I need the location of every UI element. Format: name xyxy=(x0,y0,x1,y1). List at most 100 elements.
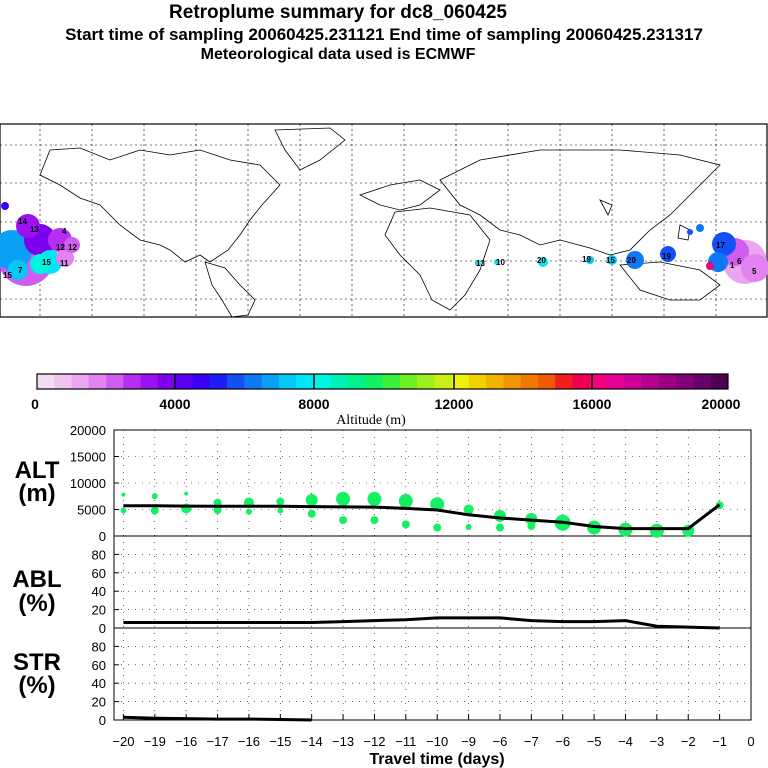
alt-dot xyxy=(527,521,536,530)
colorbar-cell xyxy=(451,374,470,389)
map-labels: 14 12 15 7 15 11 4 13 12 13 10 20 19 15 … xyxy=(3,217,757,280)
colorbar-tick-label: 16000 xyxy=(573,396,612,412)
colorbar-cell xyxy=(278,374,297,389)
plume-dot xyxy=(64,237,80,253)
plume-dot xyxy=(538,257,548,267)
map-label: 20 xyxy=(627,256,636,265)
map-label: 15 xyxy=(3,271,12,280)
y-tick-label: 15000 xyxy=(70,450,106,465)
colorbar-label: Altitude (m) xyxy=(336,413,406,428)
alt-dot xyxy=(307,509,316,518)
y-tick-label: 60 xyxy=(92,658,106,673)
alt-dot xyxy=(398,494,413,509)
colorbar-cells xyxy=(37,374,729,389)
x-tick-label: −17 xyxy=(207,734,229,749)
alt-dot xyxy=(370,516,379,525)
alt-dot xyxy=(401,520,410,529)
map-label: 13 xyxy=(30,225,39,234)
plume-dots xyxy=(0,202,768,286)
colorbar-cell xyxy=(399,374,418,389)
plume-dot xyxy=(30,254,50,274)
colorbar-cell xyxy=(589,374,608,389)
alt-dot xyxy=(433,523,442,532)
map-label: 13 xyxy=(476,259,485,268)
y-tick-label: 80 xyxy=(92,639,106,654)
colorbar-cell xyxy=(261,374,280,389)
colorbar-cell xyxy=(520,374,539,389)
colorbar-tick-labels: 0 4000 8000 12000 16000 20000 xyxy=(31,396,741,412)
colorbar-cell xyxy=(175,374,193,389)
plume-dot xyxy=(0,230,32,270)
met-data-line: Meteorological data used is ECMWF xyxy=(200,46,476,63)
x-tick-label: −16 xyxy=(238,734,260,749)
plume-dot xyxy=(712,232,736,256)
y-tick-label: 0 xyxy=(99,713,106,728)
map-label: 19 xyxy=(582,255,591,264)
colorbar-ticks xyxy=(174,374,593,389)
colorbar-tick-label: 20000 xyxy=(702,396,741,412)
colorbar-cell xyxy=(658,374,677,389)
colorbar-cell xyxy=(555,374,574,389)
y-tick-label: 5000 xyxy=(77,503,106,518)
x-tick-label: −6 xyxy=(493,734,508,749)
plume-dot xyxy=(687,229,693,235)
colorbar-cell xyxy=(468,374,487,389)
map-graticule xyxy=(0,124,767,317)
colorbar-cell xyxy=(365,374,383,389)
x-tick-label: −5 xyxy=(587,734,602,749)
alt-dot xyxy=(465,523,472,530)
alt-dot xyxy=(430,497,445,512)
y-tick-label: 60 xyxy=(92,566,106,581)
alt-dot xyxy=(276,497,285,506)
colorbar: 0 4000 8000 12000 16000 20000 Altitude (… xyxy=(31,373,741,428)
x-tick-label: −11 xyxy=(395,734,416,749)
alt-dot xyxy=(649,523,664,538)
alt-dot xyxy=(339,516,348,525)
alt-label-line1: ALT xyxy=(15,457,60,484)
map-label: 19 xyxy=(662,252,671,261)
map-label: 11 xyxy=(60,259,69,268)
colorbar-cell xyxy=(382,374,401,389)
plume-dot xyxy=(8,260,28,280)
sampling-time-line: Start time of sampling 20060425.231121 E… xyxy=(65,25,703,44)
plume-dot xyxy=(1,202,9,210)
plume-dot xyxy=(660,246,676,262)
x-tick-label: −4 xyxy=(618,734,633,749)
alt-dot xyxy=(493,509,506,522)
colorbar-cell xyxy=(330,374,349,389)
abl-label-line2: (%) xyxy=(18,590,55,617)
colorbar-cell xyxy=(347,374,366,389)
map-label: 12 xyxy=(56,243,65,252)
map-label: 6 xyxy=(737,257,742,266)
x-tick-label: −9 xyxy=(461,734,476,749)
x-axis-label: Travel time (days) xyxy=(369,751,504,768)
alt-dot xyxy=(367,491,382,506)
x-tick-label: −7 xyxy=(524,734,539,749)
map-label: 12 xyxy=(68,243,77,252)
x-tick-label: −1 xyxy=(712,734,727,749)
x-tick-label: −19 xyxy=(144,734,166,749)
alt-dot xyxy=(184,491,189,496)
world-map: 14 12 15 7 15 11 4 13 12 13 10 20 19 15 … xyxy=(0,123,768,318)
y-tick-label: 20 xyxy=(92,603,106,618)
colorbar-cell xyxy=(710,374,729,389)
colorbar-cell xyxy=(296,374,314,389)
y-tick-label: 40 xyxy=(92,584,106,599)
str-label-line2: (%) xyxy=(18,672,55,699)
alt-dot xyxy=(336,491,351,506)
y-tick-label: 20 xyxy=(92,695,106,710)
plot-frame xyxy=(113,429,752,721)
colorbar-cell xyxy=(106,374,124,389)
alt-dot xyxy=(151,493,158,500)
map-label: 7 xyxy=(18,266,23,275)
y-tick-label: 80 xyxy=(92,547,106,562)
plume-dot xyxy=(16,214,40,238)
plume-dot xyxy=(607,255,617,265)
colorbar-cell xyxy=(537,374,556,389)
colorbar-cell xyxy=(693,374,712,389)
alt-dot xyxy=(150,506,159,515)
panel-labels: ALT (m) ABL (%) STR (%) xyxy=(12,457,61,699)
plume-dot xyxy=(696,224,704,232)
map-label: 10 xyxy=(496,258,505,267)
plume-dot xyxy=(586,256,594,264)
